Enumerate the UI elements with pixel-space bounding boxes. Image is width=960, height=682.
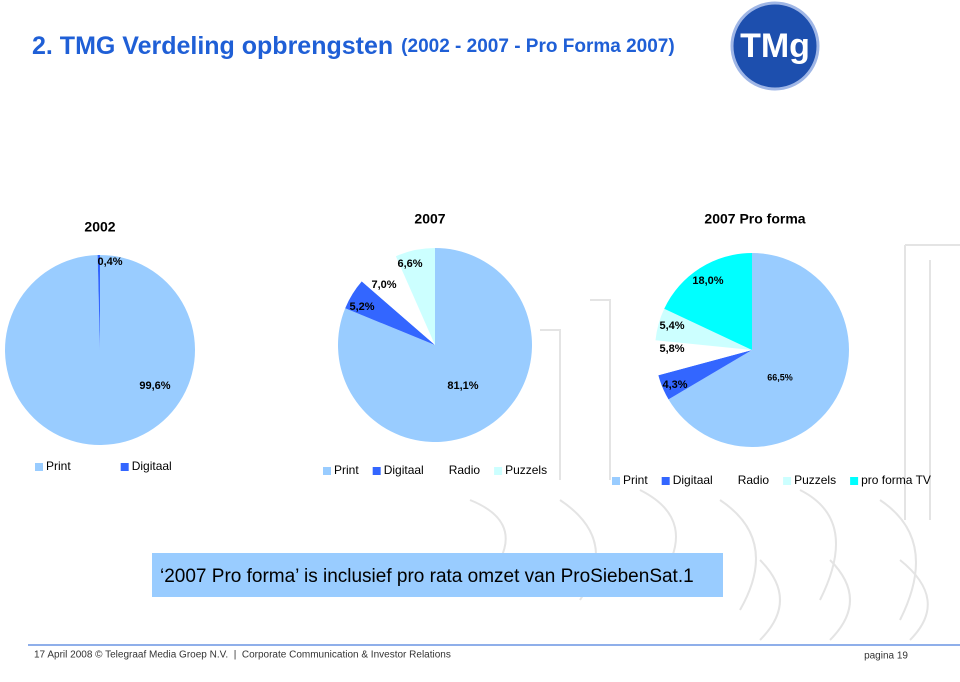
pie-slice: [345, 281, 435, 345]
data-label: 5,4%: [659, 320, 684, 332]
legend-swatch: [35, 463, 43, 471]
pie-slice: [5, 255, 196, 446]
chart-title: 2007 Pro forma: [704, 211, 805, 227]
legend-swatch: [437, 467, 446, 475]
title-main: 2. TMG Verdeling opbrengsten: [32, 32, 393, 60]
data-label: 99,6%: [139, 380, 170, 392]
legend-label: pro forma TV: [861, 473, 931, 487]
legend-swatch: [494, 467, 503, 475]
pie-slice: [97, 255, 100, 350]
legend-label: Digitaal: [132, 459, 172, 473]
logo-ring: [730, 1, 820, 91]
data-label: 66,5%: [767, 372, 793, 382]
legend-swatch: [323, 467, 331, 475]
note-box: [152, 553, 723, 597]
legend-swatch: [726, 477, 735, 485]
legend-swatch: [850, 477, 859, 485]
pie-slice: [658, 350, 752, 400]
legend-label: Print: [623, 473, 648, 487]
data-label: 81,1%: [447, 380, 478, 392]
legend-label: Digitaal: [384, 463, 424, 477]
legend-label: Print: [46, 459, 71, 473]
legend-swatch: [783, 477, 792, 485]
legend-swatch: [372, 467, 381, 475]
logo-globe: [732, 3, 818, 89]
page-number: pagina 19: [864, 651, 908, 662]
background-pattern: [469, 244, 960, 641]
pie-slice: [668, 253, 849, 447]
footer: 17 April 2008 © Telegraaf Media Groep N.…: [34, 650, 451, 661]
pie-slice: [655, 308, 752, 350]
legend-label: Print: [334, 463, 359, 477]
legend-label: Radio: [738, 473, 770, 487]
chart-title: 2007: [414, 211, 445, 227]
data-label: 7,0%: [371, 279, 396, 291]
pie-slice: [664, 252, 752, 350]
legend-swatch: [661, 477, 670, 485]
legend-swatch: [120, 463, 129, 471]
legend-label: Radio: [449, 463, 481, 477]
legend-label: Puzzels: [794, 473, 836, 487]
data-label: 6,6%: [397, 258, 422, 270]
logo-text: TMg: [740, 27, 810, 65]
data-label: 5,2%: [349, 301, 374, 313]
chart-title: 2002: [84, 219, 115, 235]
title-sub: (2002 - 2007 - Pro Forma 2007): [401, 36, 675, 57]
data-label: 5,8%: [659, 343, 684, 355]
legend-swatch: [612, 477, 620, 485]
legend-label: Puzzels: [505, 463, 547, 477]
data-label: 0,4%: [97, 256, 122, 268]
data-label: 4,3%: [662, 379, 687, 391]
slide-title: 2. TMG Verdeling opbrengsten (2002 - 2007…: [32, 32, 675, 60]
pie-slice: [361, 256, 435, 345]
data-label: 18,0%: [692, 275, 723, 287]
pie-slice: [395, 248, 435, 345]
logo: TMg: [730, 1, 820, 91]
legend-label: Digitaal: [673, 473, 713, 487]
note: ‘2007 Pro forma’ is inclusief pro rata o…: [160, 566, 694, 587]
pie-slice: [655, 340, 752, 376]
